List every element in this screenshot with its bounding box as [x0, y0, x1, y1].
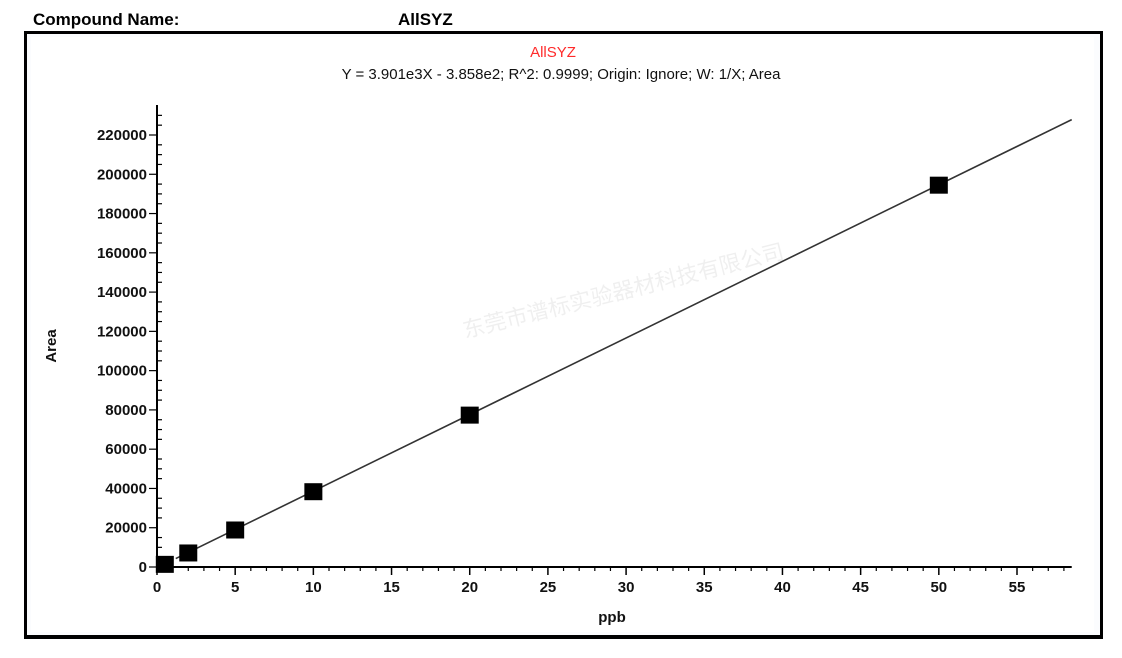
y-tick-label: 120000: [97, 323, 147, 340]
y-tick-label: 80000: [105, 402, 147, 419]
x-tick-label: 10: [305, 579, 322, 596]
chart-frame: [24, 31, 1103, 639]
fit-line: [175, 118, 1073, 560]
data-point-square: [929, 176, 948, 194]
x-tick-label: 40: [774, 579, 791, 596]
data-point-square: [155, 555, 174, 573]
x-tick-label: 55: [1009, 579, 1026, 596]
x-tick-label: 5: [231, 579, 239, 596]
chart-panel: [31, 37, 1094, 632]
y-tick-label: 100000: [97, 363, 147, 380]
chart-subtitle: Y = 3.901e3X - 3.858e2; R^2: 0.9999; Ori…: [342, 66, 782, 83]
x-tick-label: 25: [540, 579, 557, 596]
data-point-square: [226, 521, 245, 539]
y-tick-label: 200000: [97, 166, 147, 183]
chart-title: AllSYZ: [530, 44, 576, 61]
y-tick-label: 160000: [97, 245, 147, 262]
y-tick-label: 180000: [97, 206, 147, 223]
y-tick-label: 0: [139, 559, 147, 576]
y-tick-label: 220000: [97, 127, 147, 144]
data-point-square: [460, 406, 479, 424]
x-tick-label: 15: [383, 579, 400, 596]
data-points: [155, 176, 948, 573]
y-axis-label: Area: [43, 329, 60, 363]
x-tick-label: 35: [696, 579, 713, 596]
data-point-square: [304, 483, 323, 501]
axes: 0 5 10 15 20 25 30 35 40 45 50 55 0 20000 40000 60000 80…: [97, 105, 1072, 596]
x-tick-label: 0: [153, 579, 161, 596]
y-tick-label: 140000: [97, 284, 147, 301]
x-tick-label: 45: [852, 579, 869, 596]
x-tick-label: 50: [930, 579, 947, 596]
regression-line: [175, 118, 1073, 560]
compound-name-value: AllSYZ: [398, 10, 453, 29]
y-tick-label: 40000: [105, 480, 147, 497]
compound-name-label: Compound Name:: [33, 10, 180, 29]
x-axis-label: ppb: [598, 609, 626, 626]
data-point-square: [179, 544, 198, 562]
x-tick-label: 30: [618, 579, 635, 596]
y-tick-label: 60000: [105, 441, 147, 458]
y-tick-label: 20000: [105, 520, 147, 537]
watermark: 东莞市谱标实验器材科技有限公司: [460, 240, 786, 344]
x-tick-label: 20: [461, 579, 478, 596]
